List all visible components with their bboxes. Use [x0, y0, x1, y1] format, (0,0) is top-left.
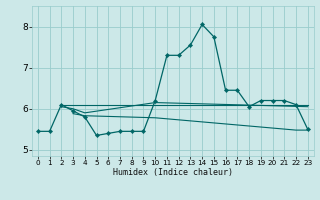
X-axis label: Humidex (Indice chaleur): Humidex (Indice chaleur)	[113, 168, 233, 177]
